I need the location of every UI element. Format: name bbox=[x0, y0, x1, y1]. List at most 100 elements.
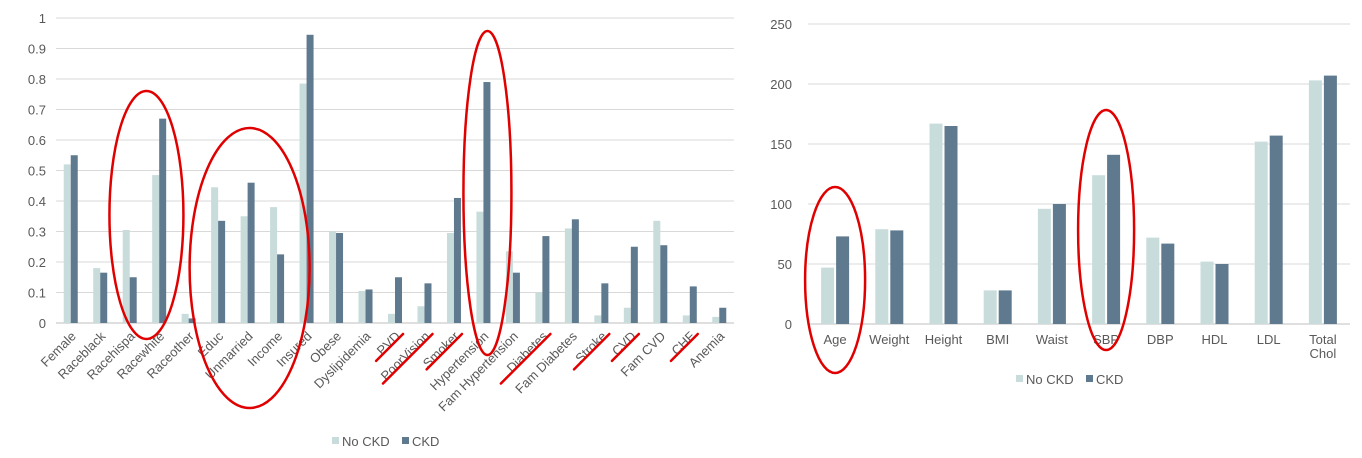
legend-label: No CKD bbox=[342, 434, 390, 449]
bar-ckd-stroke bbox=[601, 283, 609, 323]
bar-no-ckd-female bbox=[63, 164, 71, 323]
bar-no-ckd-dbp bbox=[1146, 237, 1160, 324]
annotation-underline-cvd bbox=[610, 332, 641, 363]
bar-no-ckd-fam-diabetes bbox=[564, 228, 572, 323]
annotation-underline-poorvision bbox=[381, 332, 434, 385]
bar-ckd-raceother bbox=[188, 318, 196, 323]
bar-ckd-fam-hypertension bbox=[512, 272, 520, 323]
bar-no-ckd-stroke bbox=[594, 315, 602, 323]
bar-no-ckd-fam-cvd bbox=[653, 220, 661, 323]
bar-no-ckd-racehispa bbox=[122, 229, 130, 323]
bar-no-ckd-bmi bbox=[983, 290, 997, 324]
bar-ckd-educ bbox=[218, 220, 226, 323]
bar-no-ckd-obese bbox=[329, 231, 337, 323]
bar-ckd-unmarried bbox=[247, 182, 255, 323]
legend-label: CKD bbox=[412, 434, 439, 449]
x-tick-label: Total Chol bbox=[1309, 332, 1337, 361]
y-tick-label: 0.5 bbox=[28, 164, 46, 179]
bar-ckd-female bbox=[70, 155, 78, 323]
bar-no-ckd-raceother bbox=[181, 313, 189, 323]
bar-ckd-insured bbox=[306, 34, 314, 324]
bar-ckd-fam-cvd bbox=[660, 245, 668, 323]
bar-no-ckd-diabetes bbox=[535, 292, 543, 323]
x-tick-label: DBP bbox=[1147, 332, 1174, 347]
bar-ckd-total-chol bbox=[1323, 75, 1337, 324]
bar-ckd-raceblack bbox=[100, 272, 108, 323]
y-tick-label: 0.9 bbox=[28, 42, 46, 57]
bar-ckd-poorvision bbox=[424, 283, 432, 323]
bar-ckd-weight bbox=[890, 230, 904, 324]
annotation-circle-hypertension bbox=[462, 29, 513, 357]
bar-no-ckd-income bbox=[270, 207, 278, 323]
bar-no-ckd-chf bbox=[682, 315, 690, 323]
y-tick-label: 0.7 bbox=[28, 103, 46, 118]
bar-ckd-ldl bbox=[1269, 135, 1283, 324]
bar-ckd-income bbox=[277, 254, 285, 323]
bar-ckd-hypertension bbox=[483, 82, 491, 323]
bar-ckd-hdl bbox=[1215, 264, 1229, 324]
y-tick-label: 250 bbox=[770, 17, 792, 32]
bar-ckd-pvd bbox=[395, 277, 402, 323]
x-tick-label: BMI bbox=[986, 332, 1009, 347]
bar-ckd-bmi bbox=[998, 290, 1012, 324]
annotation-circle-race bbox=[108, 89, 185, 341]
y-tick-label: 100 bbox=[770, 197, 792, 212]
bar-no-ckd-weight bbox=[875, 229, 889, 324]
legend-swatch-ckd bbox=[402, 437, 409, 444]
bar-ckd-cvd bbox=[630, 246, 638, 323]
bar-ckd-racewhite bbox=[159, 118, 167, 324]
bar-no-ckd-sbp bbox=[1092, 175, 1106, 324]
annotation-circle-sbp bbox=[1076, 108, 1136, 352]
y-tick-label: 200 bbox=[770, 77, 792, 92]
bar-no-ckd-fam-hypertension bbox=[505, 251, 513, 323]
bar-ckd-fam-diabetes bbox=[571, 219, 579, 323]
x-tick-label: Height bbox=[925, 332, 963, 347]
legend-label: No CKD bbox=[1026, 372, 1074, 387]
y-tick-label: 0.8 bbox=[28, 72, 46, 87]
bar-no-ckd-dyslipidemia bbox=[358, 290, 366, 323]
y-tick-label: 0 bbox=[39, 316, 46, 331]
annotation-underline-chf bbox=[669, 332, 700, 363]
bar-no-ckd-hdl bbox=[1200, 261, 1214, 324]
y-tick-label: 150 bbox=[770, 137, 792, 152]
bar-no-ckd-raceblack bbox=[93, 268, 101, 323]
legend-swatch-no-ckd bbox=[332, 437, 339, 444]
x-tick-label: Waist bbox=[1036, 332, 1068, 347]
bar-ckd-age bbox=[836, 236, 850, 324]
bar-ckd-waist bbox=[1052, 204, 1066, 324]
x-tick-label: SBP bbox=[1093, 332, 1119, 347]
y-tick-label: 50 bbox=[778, 257, 792, 272]
y-tick-label: 0.4 bbox=[28, 194, 46, 209]
bar-no-ckd-waist bbox=[1037, 208, 1051, 324]
bar-no-ckd-unmarried bbox=[240, 216, 248, 323]
bar-ckd-height bbox=[944, 126, 958, 324]
bar-ckd-racehispa bbox=[129, 277, 137, 323]
bar-ckd-chf bbox=[689, 286, 697, 323]
x-tick-label: LDL bbox=[1257, 332, 1281, 347]
bar-no-ckd-anemia bbox=[712, 316, 720, 323]
y-tick-label: 0 bbox=[785, 317, 792, 332]
y-tick-label: 1 bbox=[39, 11, 46, 26]
annotation-underline-stroke bbox=[572, 332, 611, 371]
bar-no-ckd-cvd bbox=[623, 307, 631, 323]
y-tick-label: 0.1 bbox=[28, 286, 46, 301]
bar-no-ckd-educ bbox=[211, 187, 219, 323]
bar-ckd-diabetes bbox=[542, 236, 550, 323]
legend-swatch-no-ckd bbox=[1016, 375, 1023, 382]
annotation-underline-smoker bbox=[425, 332, 464, 371]
bar-no-ckd-poorvision bbox=[417, 306, 425, 323]
x-tick-label: HDL bbox=[1201, 332, 1227, 347]
annotation-underline-pvd bbox=[374, 332, 405, 363]
x-tick-label: Age bbox=[824, 332, 847, 347]
legend-swatch-ckd bbox=[1086, 375, 1093, 382]
x-tick-label: Weight bbox=[869, 332, 910, 347]
y-tick-label: 0.2 bbox=[28, 255, 46, 270]
x-tick-label: Stroke bbox=[572, 329, 609, 366]
chart-left: 00.10.20.30.40.50.60.70.80.91 FemaleRace… bbox=[28, 11, 734, 449]
bar-ckd-anemia bbox=[719, 307, 727, 323]
bar-no-ckd-total-chol bbox=[1308, 80, 1322, 325]
bar-ckd-dbp bbox=[1161, 243, 1175, 324]
chart-right: 0 50 100 150 200 250 Age Weight Height BMI Waist S… bbox=[768, 0, 1362, 408]
bar-no-ckd-smoker bbox=[446, 233, 454, 323]
y-tick-label: 0.3 bbox=[28, 225, 46, 240]
